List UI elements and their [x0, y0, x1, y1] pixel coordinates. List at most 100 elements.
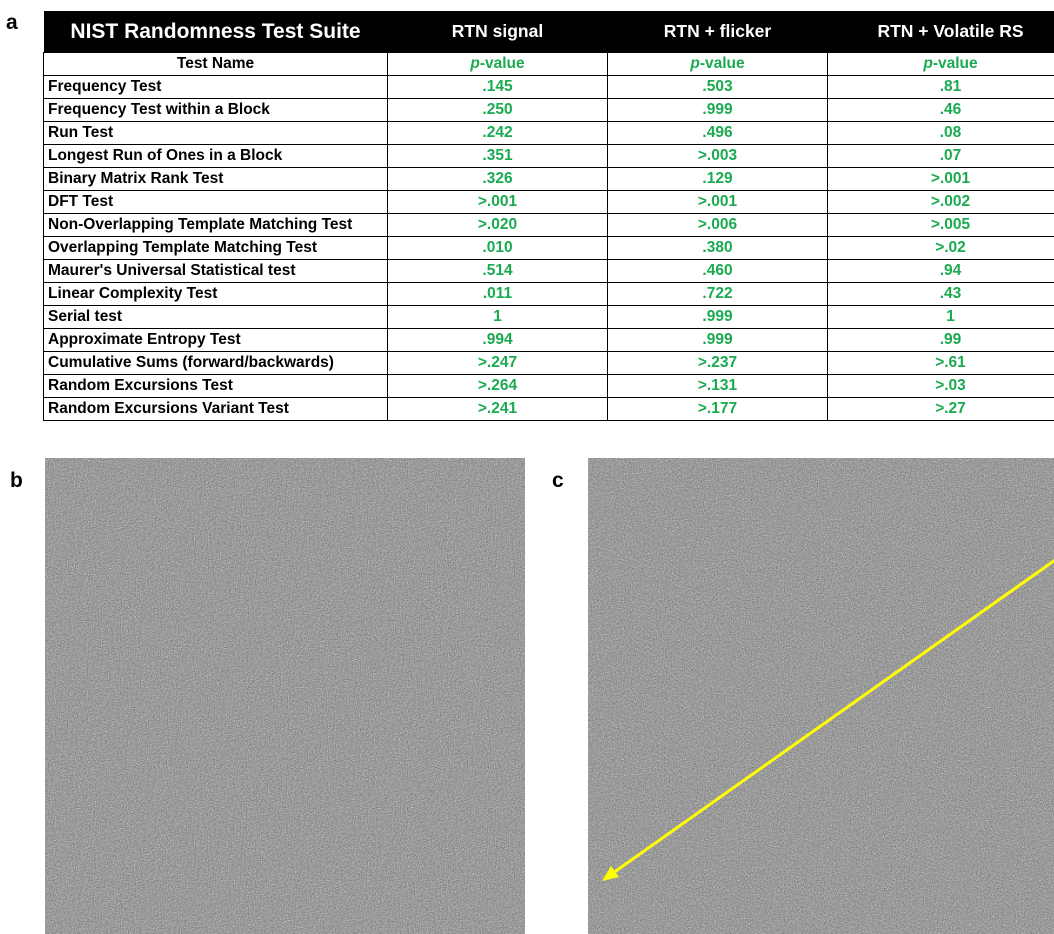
- table-title: NIST Randomness Test Suite: [43, 11, 388, 53]
- pvalue-cell: .010: [387, 236, 608, 260]
- test-name-cell: Frequency Test within a Block: [43, 98, 388, 122]
- pvalue-cell: >.001: [827, 167, 1054, 191]
- pvalue-cell: >.247: [387, 351, 608, 375]
- panel-label-a: a: [6, 11, 18, 34]
- test-name-header: Test Name: [43, 52, 388, 76]
- pvalue-cell: .145: [387, 75, 608, 99]
- pvalue-cell: .460: [607, 259, 828, 283]
- pvalue-cell: .46: [827, 98, 1054, 122]
- pvalue-cell: .99: [827, 328, 1054, 352]
- column-header-rtn-volatile-rs: RTN + Volatile RS: [827, 11, 1054, 53]
- column-header-rtn-flicker: RTN + flicker: [607, 11, 828, 53]
- table-row: Longest Run of Ones in a Block .351 >.003.…: [43, 144, 1054, 168]
- noise-bitmap-b: [45, 458, 525, 934]
- table-row: Random Excursions Variant Test >.241 >.177…: [43, 397, 1054, 421]
- pvalue-cell: .08: [827, 121, 1054, 145]
- pvalue-cell: .514: [387, 259, 608, 283]
- pvalue-cell: .722: [607, 282, 828, 306]
- table-row: Maurer's Universal Statistical test .514.…: [43, 259, 1054, 283]
- noise-bitmap-c: [588, 458, 1054, 934]
- yellow-arrowhead-icon: [602, 866, 619, 881]
- pvalue-cell: .351: [387, 144, 608, 168]
- pvalue-cell: >.001: [607, 190, 828, 214]
- table-row: Overlapping Template Matching Test .010.3…: [43, 236, 1054, 260]
- table-row: Frequency Test within a Block .250.999.46: [43, 98, 1054, 122]
- noise-image-c: [588, 458, 1054, 934]
- table-subheader-row: Test Name p-value p-value p-value: [43, 52, 1054, 76]
- pvalue-cell: >.001: [387, 190, 608, 214]
- table-header-row: NIST Randomness Test Suite RTN signal RT…: [43, 11, 1054, 53]
- pvalue-italic: p: [690, 55, 700, 72]
- pvalue-cell: >.03: [827, 374, 1054, 398]
- pvalue-rest: -value: [932, 55, 978, 72]
- test-name-cell: Linear Complexity Test: [43, 282, 388, 306]
- nist-results-table: NIST Randomness Test Suite RTN signal RT…: [43, 11, 1054, 421]
- pvalue-cell: >.006: [607, 213, 828, 237]
- panel-label-c: c: [552, 469, 564, 492]
- pvalue-cell: .994: [387, 328, 608, 352]
- panel-label-b: b: [10, 469, 23, 492]
- table-row: Frequency Test .145.503.81: [43, 75, 1054, 99]
- test-name-cell: Longest Run of Ones in a Block: [43, 144, 388, 168]
- pvalue-cell: .999: [607, 328, 828, 352]
- pvalue-cell: .242: [387, 121, 608, 145]
- pvalue-header: p-value: [387, 52, 608, 76]
- pvalue-italic: p: [923, 55, 933, 72]
- pvalue-cell: >.177: [607, 397, 828, 421]
- pvalue-cell: >.131: [607, 374, 828, 398]
- pvalue-cell: >.020: [387, 213, 608, 237]
- table-row: Binary Matrix Rank Test .326.129 >.001: [43, 167, 1054, 191]
- pvalue-rest: -value: [699, 55, 745, 72]
- table-row: Cumulative Sums (forward/backwards) >.247…: [43, 351, 1054, 375]
- pvalue-cell: >.264: [387, 374, 608, 398]
- table-row: DFT Test >.001 >.001 >.002: [43, 190, 1054, 214]
- test-name-cell: Binary Matrix Rank Test: [43, 167, 388, 191]
- pvalue-cell: 1: [387, 305, 608, 329]
- test-name-cell: Run Test: [43, 121, 388, 145]
- table-row: Serial test 1.999 1: [43, 305, 1054, 329]
- pvalue-cell: >.002: [827, 190, 1054, 214]
- pvalue-cell: .43: [827, 282, 1054, 306]
- pvalue-italic: p: [470, 55, 480, 72]
- pvalue-cell: 1: [827, 305, 1054, 329]
- pvalue-cell: >.241: [387, 397, 608, 421]
- table-row: Approximate Entropy Test .994.999.99: [43, 328, 1054, 352]
- pvalue-cell: .380: [607, 236, 828, 260]
- table-row: Random Excursions Test >.264 >.131 >.03: [43, 374, 1054, 398]
- noise-image-b: [45, 458, 525, 934]
- test-name-cell: Non-Overlapping Template Matching Test: [43, 213, 388, 237]
- pvalue-rest: -value: [479, 55, 525, 72]
- pvalue-cell: .129: [607, 167, 828, 191]
- test-name-cell: Maurer's Universal Statistical test: [43, 259, 388, 283]
- pvalue-cell: .81: [827, 75, 1054, 99]
- test-name-cell: Random Excursions Test: [43, 374, 388, 398]
- pvalue-cell: .503: [607, 75, 828, 99]
- table-row: Non-Overlapping Template Matching Test >.…: [43, 213, 1054, 237]
- test-name-cell: Approximate Entropy Test: [43, 328, 388, 352]
- yellow-arrow-line: [612, 558, 1054, 875]
- column-header-rtn-signal: RTN signal: [387, 11, 608, 53]
- pvalue-cell: .94: [827, 259, 1054, 283]
- pvalue-cell: >.005: [827, 213, 1054, 237]
- table-row: Run Test .242.496.08: [43, 121, 1054, 145]
- pvalue-cell: >.61: [827, 351, 1054, 375]
- test-name-cell: Serial test: [43, 305, 388, 329]
- test-name-cell: Random Excursions Variant Test: [43, 397, 388, 421]
- table-row: Linear Complexity Test .011.722.43: [43, 282, 1054, 306]
- pvalue-cell: .250: [387, 98, 608, 122]
- pvalue-cell: >.02: [827, 236, 1054, 260]
- pvalue-cell: .326: [387, 167, 608, 191]
- test-name-cell: Overlapping Template Matching Test: [43, 236, 388, 260]
- pvalue-cell: >.003: [607, 144, 828, 168]
- test-name-cell: Frequency Test: [43, 75, 388, 99]
- pvalue-header: p-value: [827, 52, 1054, 76]
- test-name-cell: Cumulative Sums (forward/backwards): [43, 351, 388, 375]
- pvalue-cell: .999: [607, 305, 828, 329]
- pvalue-cell: .999: [607, 98, 828, 122]
- pvalue-cell: >.237: [607, 351, 828, 375]
- pvalue-cell: .011: [387, 282, 608, 306]
- pvalue-cell: >.27: [827, 397, 1054, 421]
- pvalue-cell: .496: [607, 121, 828, 145]
- pvalue-header: p-value: [607, 52, 828, 76]
- test-name-cell: DFT Test: [43, 190, 388, 214]
